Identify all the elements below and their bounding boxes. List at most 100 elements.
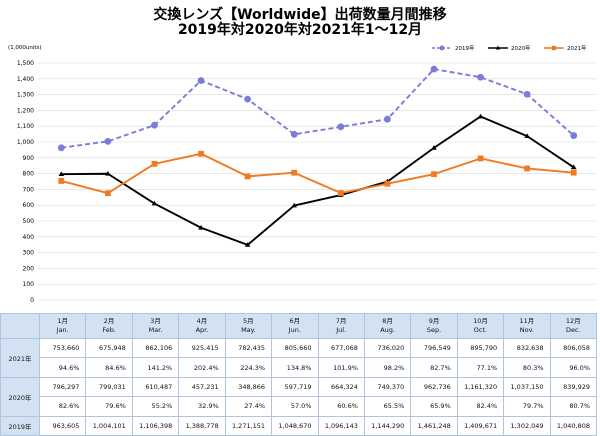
shipment-value: 1,161,320 <box>457 377 504 397</box>
legend-item-0: 2019年 <box>432 44 475 52</box>
legend: 2019年 2020年 2021年 <box>432 44 587 52</box>
shipment-value: 1,302,049 <box>504 416 550 435</box>
shipment-value: 832,638 <box>504 339 550 358</box>
series-2 <box>58 150 577 197</box>
monthly-data-table: 1月 Jan. 2月 Feb. 3月 Mar. 4月 Apr. 5月 May. 6月 Jun. 7月 Ju… <box>0 313 597 436</box>
year-label: 2019年 <box>1 416 39 435</box>
shipment-value: 1,461,248 <box>411 416 457 435</box>
shipment-value: 1,106,398 <box>132 416 179 435</box>
series-0-point <box>151 121 158 129</box>
shipment-value: 1,096,143 <box>318 416 364 435</box>
y-tick-label: 100 <box>23 281 35 288</box>
series-1-point <box>244 242 251 247</box>
year-label: 2020年 <box>1 377 39 416</box>
legend-marker <box>495 45 501 50</box>
y-gridlines <box>38 62 597 301</box>
table-corner <box>1 314 39 338</box>
month-header: 12月 Dec. <box>550 314 596 338</box>
shipment-value: 1,271,151 <box>225 416 272 435</box>
shipment-value: 1,409,671 <box>457 416 504 435</box>
month-label-ja: 9月 <box>428 317 440 325</box>
month-label-en: Apr. <box>195 326 209 334</box>
y-tick-labels: 0 100 200 300 400 500 600 700 800 900 1,000 1,100 1,… <box>17 60 34 304</box>
series-1-point <box>570 164 577 170</box>
month-header: 11月 Nov. <box>504 314 550 338</box>
shipment-value: 1,040,808 <box>550 416 596 435</box>
series-0-point <box>104 137 112 145</box>
month-label-ja: 8月 <box>382 317 393 325</box>
y-tick-label: 1,100 <box>17 123 34 130</box>
series-2-point <box>337 190 344 196</box>
y-tick-label: 1,300 <box>17 92 34 99</box>
month-header: 3月 Mar. <box>132 314 179 338</box>
shipment-value: 839,929 <box>550 377 596 397</box>
yoy-ratio: 101.9% <box>318 358 364 377</box>
y-tick-label: 400 <box>23 234 35 241</box>
yoy-ratio: 94.6% <box>40 358 86 377</box>
y-tick-label: 1,400 <box>17 76 34 83</box>
y-tick-label: 900 <box>23 155 35 162</box>
series-1-point <box>58 171 65 176</box>
line-chart: (1,000units) 0 100 200 300 400 500 600 700 800 900… <box>8 44 597 304</box>
year-label: 2021年 <box>1 339 39 377</box>
series-1-point <box>105 170 111 176</box>
month-label-en: Jun. <box>288 326 301 334</box>
series-1-line <box>61 115 575 246</box>
series-0-point <box>477 73 484 81</box>
shipment-value: 782,435 <box>225 339 272 358</box>
series-0-point <box>197 77 205 84</box>
series-1-point <box>291 202 297 208</box>
series-2-point <box>151 160 158 167</box>
yoy-ratio: 82.6% <box>40 397 86 416</box>
series-2-point <box>431 171 437 178</box>
month-label-ja: 3月 <box>150 317 161 325</box>
series-2-point <box>198 150 204 157</box>
yoy-ratio: 65.9% <box>411 397 457 416</box>
y-tick-label: 0 <box>30 297 34 304</box>
yoy-ratio: 57.0% <box>272 397 318 416</box>
yoy-ratio: 32.9% <box>179 397 225 416</box>
legend-label: 2020年 <box>511 44 531 52</box>
legend-label: 2021年 <box>567 44 587 52</box>
shipment-value: 610,487 <box>132 377 179 397</box>
chart-subtitle: 2019年対2020年対2021年1～12月 <box>177 22 423 38</box>
month-label-ja: 6月 <box>289 317 301 325</box>
yoy-ratio: 96.0% <box>550 358 596 377</box>
shipment-value: 1,004,101 <box>86 416 132 435</box>
month-header: 9月 Sep. <box>411 314 457 338</box>
shipment-value: 1,037,150 <box>504 377 550 397</box>
shipment-value: 925,415 <box>179 339 225 358</box>
shipment-value: 675,948 <box>86 339 132 358</box>
series-1-point <box>524 133 530 138</box>
shipment-value: 1,388,778 <box>179 416 225 435</box>
yoy-ratio: 77.1% <box>457 358 504 377</box>
yoy-ratio: 224.3% <box>225 358 272 377</box>
series-1 <box>58 113 577 247</box>
series-2-point <box>477 155 484 162</box>
series-0-point <box>523 90 531 98</box>
shipment-value: 862,106 <box>132 339 179 358</box>
series-2-point <box>570 169 577 176</box>
series-0-point <box>570 132 578 139</box>
yoy-ratio: 98.2% <box>364 358 411 377</box>
series-2-point <box>524 165 531 172</box>
series-0-point <box>290 130 298 138</box>
month-label-en: Sep. <box>426 326 442 334</box>
legend-label: 2019年 <box>455 44 475 52</box>
shipment-value: 677,068 <box>318 339 364 358</box>
y-tick-label: 700 <box>23 186 35 193</box>
yoy-ratio: 79.6% <box>86 397 132 416</box>
yoy-ratio: 55.2% <box>132 397 179 416</box>
series-2-line <box>61 152 574 195</box>
shipment-value: 805,660 <box>272 339 318 358</box>
y-axis-unit-label: (1,000units) <box>8 45 42 51</box>
series-2-point <box>384 180 391 187</box>
shipment-value: 963,605 <box>40 416 86 435</box>
series-1-point <box>151 200 158 206</box>
month-header: 6月 Jun. <box>272 314 318 338</box>
series-1-point <box>477 113 484 119</box>
month-label-ja: 11月 <box>519 317 535 325</box>
yoy-ratio: 84.6% <box>86 358 132 377</box>
shipment-value: 457,231 <box>179 377 225 397</box>
month-header: 5月 May. <box>225 314 272 338</box>
